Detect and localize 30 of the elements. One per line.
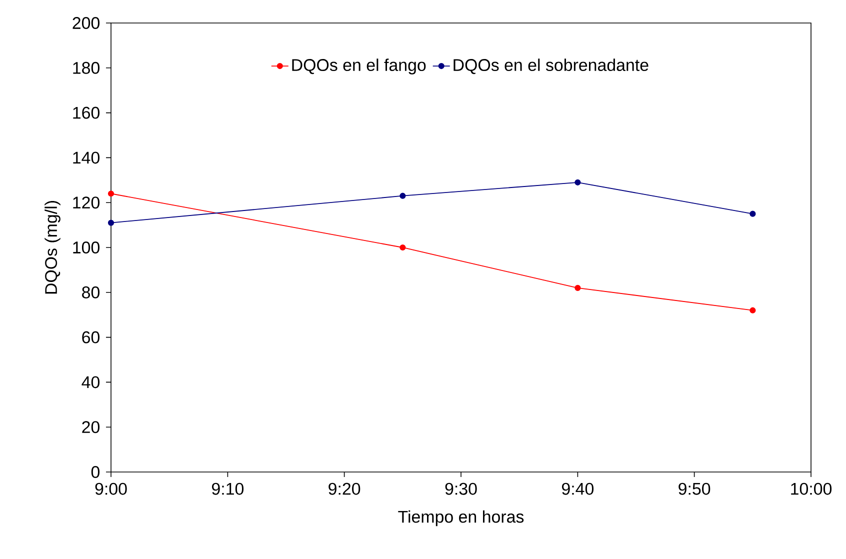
point	[574, 284, 581, 291]
point	[574, 179, 581, 186]
y-tick-label: 180	[73, 62, 100, 74]
x-tick-label: 9:10	[212, 482, 244, 495]
y-tick-label: 0	[91, 466, 100, 478]
x-tick-label: 9:30	[445, 482, 477, 495]
y-tick-label: 40	[82, 376, 100, 388]
y-tick-label: 80	[82, 286, 100, 298]
x-tick-label: 9:20	[328, 482, 360, 495]
y-tick-label: 100	[73, 242, 100, 254]
legend-label: DQOs en el fango	[292, 58, 426, 74]
point	[750, 210, 756, 217]
x-tick-label: 9:50	[678, 482, 710, 495]
point	[108, 190, 114, 197]
x-tick-label: 9:00	[95, 482, 127, 495]
y-tick-label: 120	[73, 196, 100, 209]
x-tick-label: 9:40	[562, 482, 594, 495]
point	[108, 220, 114, 226]
y-tick-label: 160	[73, 106, 100, 119]
legend-label: DQOs en el sobrenadante	[454, 58, 648, 74]
y-tick-label: 20	[82, 421, 100, 434]
x-tick-label: 10:00	[791, 482, 832, 495]
y-axis-title: DQOs (mg/l)	[44, 201, 60, 294]
y-tick-label: 200	[72, 16, 100, 29]
point	[400, 192, 406, 199]
point	[400, 244, 406, 251]
x-axis-title: Tiempo en horas	[398, 510, 524, 526]
point	[750, 307, 756, 314]
y-tick-label: 60	[82, 331, 100, 344]
y-tick-label: 140	[73, 152, 100, 164]
